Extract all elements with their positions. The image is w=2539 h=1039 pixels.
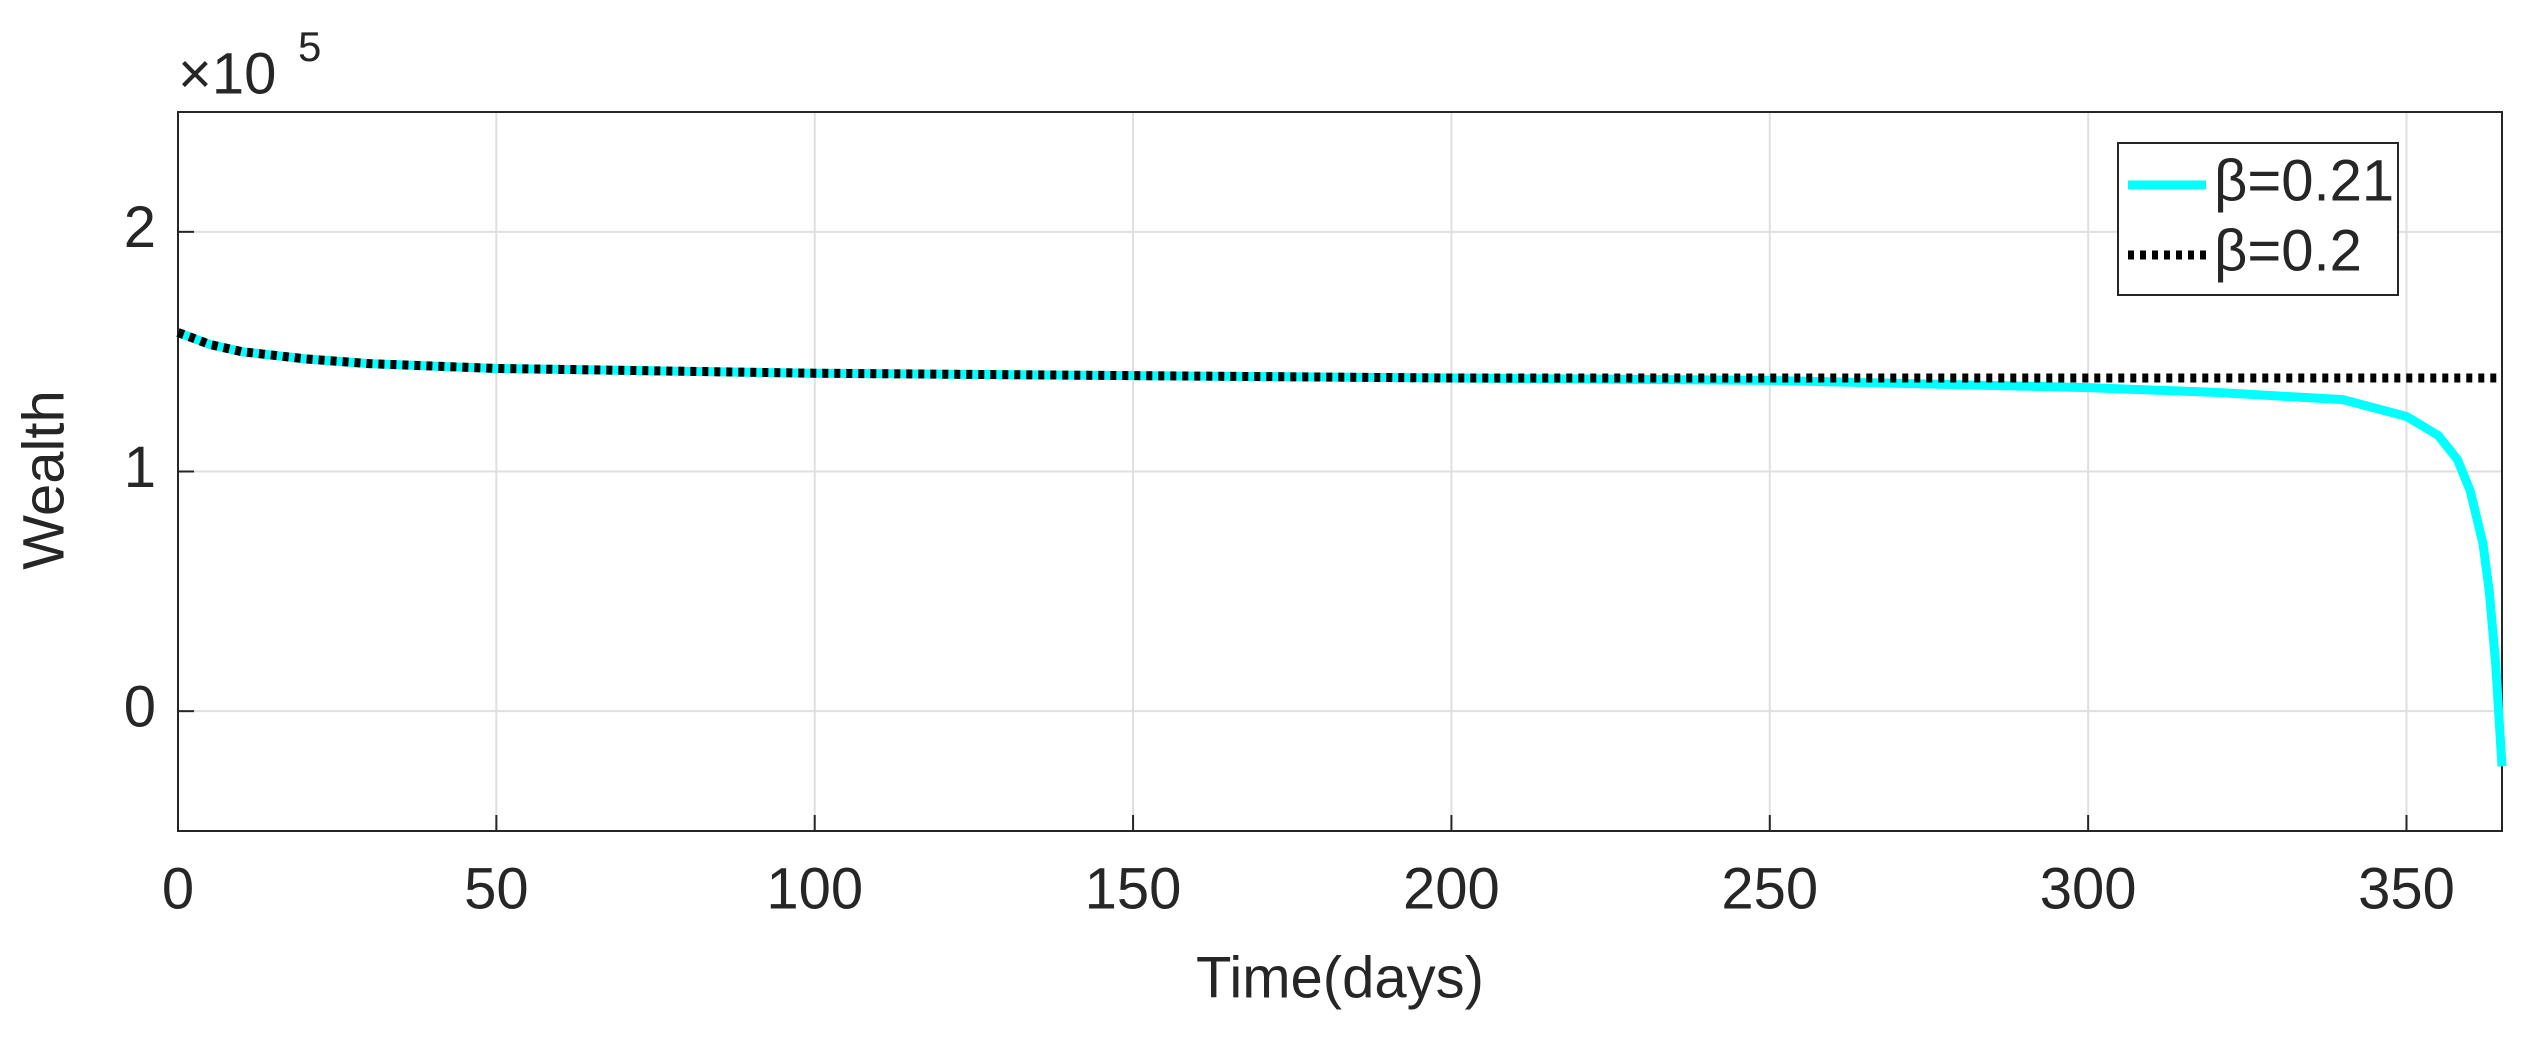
x-tick-label: 250	[1721, 856, 1818, 921]
plot-frame	[177, 111, 2503, 832]
y-tick-label: 1	[124, 435, 156, 500]
x-tick-label: 200	[1403, 856, 1500, 921]
legend-label: β=0.21	[2214, 148, 2394, 213]
x-tick-label: 150	[1085, 856, 1182, 921]
x-tick-label: 50	[464, 856, 529, 921]
line-series	[176, 328, 2502, 383]
x-tick-label: 0	[162, 856, 194, 921]
line-series	[176, 328, 2507, 767]
legend-label: β=0.2	[2214, 218, 2362, 283]
y-tick-label: 0	[124, 674, 156, 739]
y-multiplier: ×10	[178, 41, 276, 106]
legend-box	[2117, 142, 2399, 296]
x-tick-label: 300	[2040, 856, 2137, 921]
y-tick-label: 2	[124, 195, 156, 260]
x-axis-label: Time(days)	[1196, 945, 1484, 1010]
y-axis-label: Wealth	[11, 390, 76, 569]
x-tick-label: 100	[766, 856, 863, 921]
x-tick-label: 350	[2358, 856, 2455, 921]
y-multiplier-exponent: 5	[298, 23, 321, 70]
